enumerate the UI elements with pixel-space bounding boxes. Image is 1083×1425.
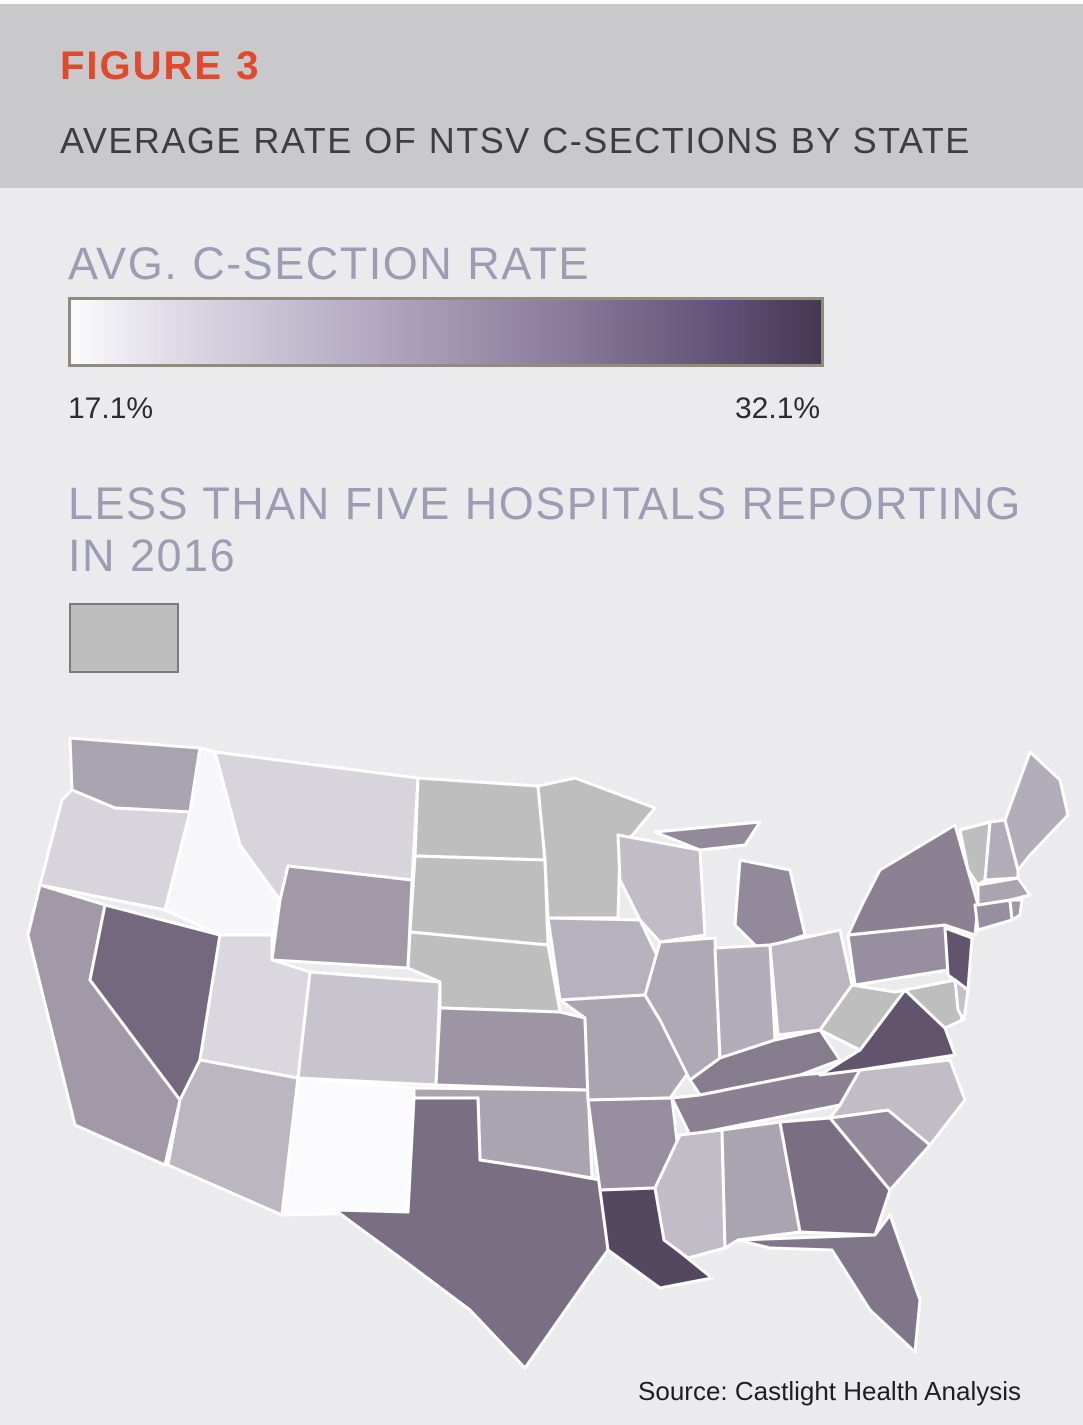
state-ia — [546, 916, 662, 1002]
state-tx — [333, 1096, 610, 1370]
figure-title: AVERAGE RATE OF NTSV C-SECTIONS BY STATE — [60, 120, 971, 161]
state-ri — [1008, 898, 1024, 922]
source-note: Source: Castlight Health Analysis — [638, 1376, 1021, 1406]
state-nh — [983, 818, 1020, 882]
legend-title: AVG. C-SECTION RATE — [68, 238, 590, 289]
no-data-swatch — [69, 603, 179, 673]
no-data-legend-title: LESS THAN FIVE HOSPITALS REPORTING IN 20… — [68, 478, 1022, 581]
figure-label: FIGURE 3 — [60, 44, 261, 88]
legend-min-label: 17.1% — [68, 392, 154, 425]
state-wy — [270, 864, 414, 970]
state-fl — [736, 1213, 922, 1354]
legend-max-label: 32.1% — [735, 392, 821, 425]
state-in — [713, 943, 777, 1060]
state-nm — [280, 1076, 416, 1217]
state-al — [720, 1120, 802, 1250]
state-me — [1003, 750, 1070, 872]
figure-header: FIGURE 3 AVERAGE RATE OF NTSV C-SECTIONS… — [0, 4, 1083, 188]
state-ks — [434, 1006, 590, 1092]
state-md — [893, 978, 964, 1030]
state-co — [296, 970, 442, 1087]
state-sd — [408, 854, 550, 947]
state-az — [166, 1058, 300, 1217]
state-ny — [846, 823, 980, 937]
state-nd — [413, 776, 547, 862]
state-ga — [778, 1116, 892, 1237]
us-choropleth-map — [26, 736, 1070, 1370]
legend-gradient-bar — [68, 297, 824, 367]
state-vt — [958, 820, 992, 887]
top-strip — [0, 0, 1083, 4]
state-de — [953, 978, 970, 1022]
state-mn — [536, 776, 657, 920]
